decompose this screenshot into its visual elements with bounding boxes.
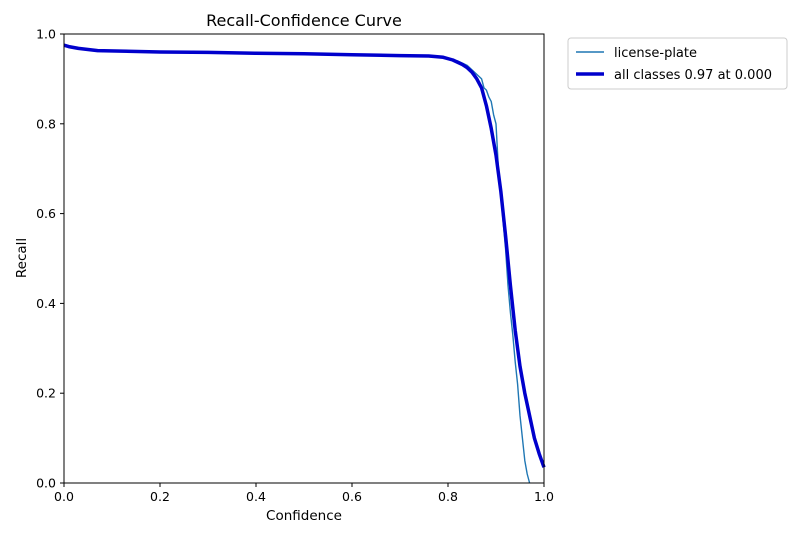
y-tick-label: 0.4	[36, 296, 56, 311]
x-tick-label: 0.8	[438, 489, 458, 504]
legend-label-license-plate: license-plate	[614, 46, 697, 61]
legend: license-plate all classes 0.97 at 0.000	[567, 37, 788, 90]
x-tick-label: 0.0	[54, 489, 74, 504]
chart-title: Recall-Confidence Curve	[206, 11, 402, 30]
legend-box	[567, 37, 788, 90]
x-tick-label: 0.2	[150, 489, 170, 504]
x-tick-label: 0.4	[246, 489, 266, 504]
plot-area	[63, 43, 546, 484]
y-axis-ticks: 0.0 0.2 0.4 0.6 0.8 1.0	[36, 27, 64, 491]
plot-frame	[63, 33, 545, 484]
y-tick-label: 0.6	[36, 206, 56, 221]
y-tick-label: 0.0	[36, 476, 56, 491]
x-tick-label: 0.6	[342, 489, 362, 504]
legend-label-all-classes: all classes 0.97 at 0.000	[614, 68, 772, 83]
y-tick-label: 0.2	[36, 386, 56, 401]
y-axis-label: Recall	[14, 238, 30, 278]
y-tick-label: 0.8	[36, 116, 56, 131]
x-tick-label: 1.0	[534, 489, 554, 504]
x-axis-label: Confidence	[266, 508, 342, 524]
series-line-1	[63, 43, 546, 468]
x-axis-ticks: 0.0 0.2 0.4 0.6 0.8 1.0	[54, 483, 554, 504]
y-tick-label: 1.0	[36, 27, 56, 42]
